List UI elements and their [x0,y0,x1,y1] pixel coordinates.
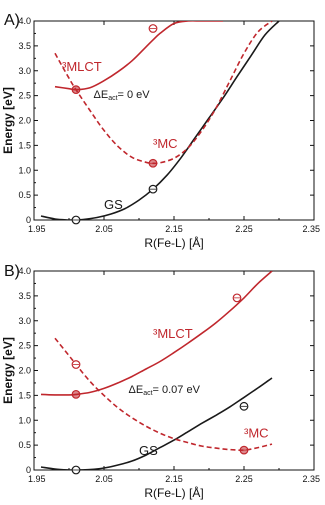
y-tick-label: 0.5 [18,440,31,450]
series-label-mlct: ³MLCT [153,326,193,341]
y-tick-label: 2.5 [18,341,31,351]
panel-label: B) [4,263,20,280]
x-tick-label: 1.95 [28,474,46,484]
x-axis-label: R(Fe-L) [Å] [144,235,203,250]
y-tick-label: 3.0 [18,316,31,326]
y-axis-label: Energy [eV] [1,337,15,404]
y-axis-label: Energy [eV] [1,87,15,154]
x-tick-label: 2.15 [165,474,183,484]
x-tick-label: 2.35 [302,474,320,484]
series-mlct-curve [54,21,223,91]
x-tick-label: 2.35 [302,224,320,234]
y-tick-label: 3.5 [18,41,31,51]
chart-panel-a: A) 0 0.5 1.0 1.5 2.0 2.5 3.0 3.5 4.0 1.95 2.05 2.15 2… [1,12,320,250]
series-label-gs: GS [139,443,158,458]
series-label-mlct: ³MLCT [62,59,102,74]
series-label-gs: GS [104,197,123,212]
y-tick-label: 3.5 [18,291,31,301]
series-gs-curve [40,377,273,470]
x-tick-label: 1.95 [28,224,46,234]
y-tick-label: 0.5 [18,190,31,200]
y-tick-label: 1.0 [18,415,31,425]
y-tick-label: 0 [26,465,31,475]
y-tick-label: 2.0 [18,366,31,376]
series-label-mc: ³MC [153,136,178,151]
series-gs-curve [40,21,280,220]
activation-energy-annotation: ΔEact= 0 eV [94,89,151,102]
y-tick-label: 0 [26,215,31,225]
x-axis-label: R(Fe-L) [Å] [144,485,203,500]
series-label-mc: ³MC [244,426,269,441]
x-tick-label: 2.05 [95,474,113,484]
activation-energy-annotation: ΔEact= 0.07 eV [129,384,201,397]
y-tick-label: 2.5 [18,91,31,101]
y-tick-label: 1.5 [18,390,31,400]
plot-frame [33,20,315,221]
x-tick-label: 2.15 [165,224,183,234]
x-tick-label: 2.25 [235,224,253,234]
y-tick-label: 1.0 [18,165,31,175]
y-tick-label: 4.0 [18,16,31,26]
y-tick-label: 3.0 [18,66,31,76]
y-tick-label: 1.5 [18,140,31,150]
chart-panel-b: B) 0 0.5 1.0 1.5 2.0 2.5 3.0 3.5 4.0 1.95 2.05 2.15 2… [1,263,320,500]
y-tick-label: 2.0 [18,116,31,126]
x-tick-label: 2.25 [235,474,253,484]
series-mc-curve [54,337,273,451]
panel-label: A) [4,12,20,29]
x-tick-label: 2.05 [95,224,113,234]
y-tick-label: 4.0 [18,266,31,276]
